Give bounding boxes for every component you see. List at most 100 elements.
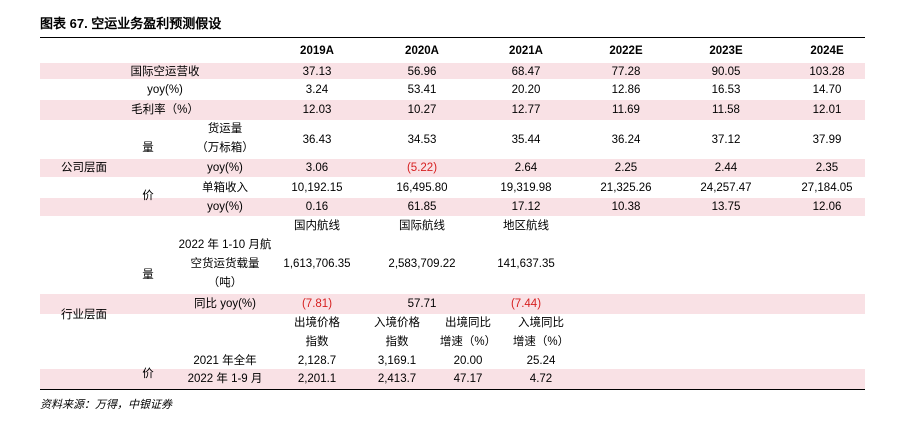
table-cell: 10.27 <box>407 104 437 116</box>
table-cell: 16.53 <box>711 84 741 96</box>
sub-header-import-index: 入境价格 <box>374 317 420 329</box>
table-cell: 21,325.26 <box>600 182 652 194</box>
row-label-revenue-yoy: yoy(%) <box>147 84 183 96</box>
table-cell: 141,637.35 <box>497 258 555 270</box>
table-cell: 12.01 <box>812 104 842 116</box>
sub-header-international: 国际航线 <box>399 220 445 232</box>
table-cell: 2,201.1 <box>297 373 337 385</box>
table-cell-negative: (7.81) <box>301 298 333 310</box>
table-cell: 0.16 <box>305 201 329 213</box>
table-cell: 14.70 <box>812 84 842 96</box>
table-cell: 12.86 <box>611 84 641 96</box>
table-cell: 24,257.47 <box>700 182 752 194</box>
band-unit-yoy <box>40 198 865 216</box>
col-header: 2023E <box>709 45 743 57</box>
row-label-price-2021: 2021 年全年 <box>193 355 257 367</box>
col-header: 2019A <box>300 45 334 57</box>
table-cell: 17.12 <box>511 201 541 213</box>
table-cell: 2.44 <box>714 162 738 174</box>
table-cell: 10.38 <box>611 201 641 213</box>
table-cell-negative: (5.22) <box>406 162 438 174</box>
table-cell: 57.71 <box>407 298 437 310</box>
table-cell: 68.47 <box>511 66 541 78</box>
row-label-air-yoy: 同比 yoy(%) <box>194 298 256 310</box>
table-cell: 36.43 <box>302 134 332 146</box>
table-cell: 2,128.7 <box>297 355 337 367</box>
table-cell: 12.77 <box>511 104 541 116</box>
table-cell: 77.28 <box>611 66 641 78</box>
sub-header-export-growth: 出境同比 <box>445 317 491 329</box>
table-cell: 3.06 <box>305 162 329 174</box>
sub-header-export-index: 指数 <box>305 336 329 348</box>
sub-header-export-growth: 增速（%） <box>439 336 497 348</box>
source-note: 资料来源：万得，中银证券 <box>40 399 172 411</box>
table-cell: 3.24 <box>305 84 329 96</box>
table-title: 图表 67. 空运业务盈利预测假设 <box>40 16 222 31</box>
table-cell: 103.28 <box>809 66 845 78</box>
table-cell: 20.20 <box>511 84 541 96</box>
sub-header-domestic: 国内航线 <box>294 220 340 232</box>
table-cell: 12.06 <box>812 201 842 213</box>
group-label-volume: 量 <box>142 142 154 154</box>
row-label-volume-yoy: yoy(%) <box>207 162 243 174</box>
sub-header-import-index: 指数 <box>385 336 409 348</box>
table-cell: 20.00 <box>453 355 483 367</box>
group-label-volume: 量 <box>142 269 154 281</box>
row-label-unit-revenue: 单箱收入 <box>202 182 248 194</box>
col-header: 2022E <box>609 45 643 57</box>
table-cell: 4.72 <box>529 373 553 385</box>
table-cell: 35.44 <box>511 134 541 146</box>
sub-header-import-growth: 增速（%） <box>512 336 570 348</box>
band-margin <box>40 100 865 120</box>
sub-header-export-index: 出境价格 <box>294 317 340 329</box>
row-label-volume: 货运量 <box>207 123 243 135</box>
row-label-volume-unit: （万标箱） <box>196 142 254 154</box>
table-cell: 11.58 <box>712 104 740 116</box>
table-cell: 13.75 <box>711 201 741 213</box>
footer-rule <box>40 389 865 390</box>
row-label-margin: 毛利率（%） <box>131 104 199 116</box>
group-label-price: 价 <box>142 368 154 380</box>
table-cell: 53.41 <box>407 84 437 96</box>
group-label-price: 价 <box>142 190 154 202</box>
row-label-air-cargo-unit: （吨） <box>207 277 243 289</box>
row-label-price-2022: 2022 年 1-9 月 <box>187 373 263 385</box>
col-header: 2021A <box>509 45 543 57</box>
table-cell: 16,495.80 <box>396 182 448 194</box>
table-cell: 61.85 <box>407 201 437 213</box>
header-rule <box>40 37 865 38</box>
table-cell: 19,319.98 <box>500 182 552 194</box>
table-cell: 3,169.1 <box>377 355 417 367</box>
table-cell: 90.05 <box>711 66 741 78</box>
col-header: 2024E <box>810 45 844 57</box>
row-label-unit-yoy: yoy(%) <box>207 201 243 213</box>
group-label-industry: 行业层面 <box>61 309 107 321</box>
table-cell: 10,192.15 <box>291 182 343 194</box>
row-label-air-cargo: 2022 年 1-10 月航 <box>178 239 272 251</box>
table-cell: 34.53 <box>407 134 437 146</box>
band-price-2022 <box>40 369 865 389</box>
table-cell: 56.96 <box>407 66 437 78</box>
row-label-air-cargo: 空货运货载量 <box>190 258 260 270</box>
table-cell: 2,413.7 <box>377 373 417 385</box>
sub-header-regional: 地区航线 <box>503 220 549 232</box>
table-cell: 37.13 <box>302 66 332 78</box>
table-cell: 2.64 <box>514 162 538 174</box>
col-header: 2020A <box>405 45 439 57</box>
table-cell: 27,184.05 <box>801 182 853 194</box>
band-revenue <box>40 63 865 79</box>
band-air-yoy <box>40 294 865 314</box>
table-cell: 1,613,706.35 <box>283 258 351 270</box>
table-cell-negative: (7.44) <box>510 298 542 310</box>
table-cell: 36.24 <box>611 134 641 146</box>
table-cell: 37.99 <box>812 134 842 146</box>
table-cell: 2,583,709.22 <box>388 258 456 270</box>
table-cell: 2.35 <box>815 162 839 174</box>
table-cell: 2.25 <box>614 162 638 174</box>
row-label-revenue: 国际空运营收 <box>130 66 200 78</box>
table-cell: 11.69 <box>612 104 640 116</box>
sub-header-import-growth: 入境同比 <box>518 317 564 329</box>
table-cell: 12.03 <box>302 104 332 116</box>
band-volume-yoy <box>40 159 865 177</box>
group-label-company: 公司层面 <box>61 162 107 174</box>
